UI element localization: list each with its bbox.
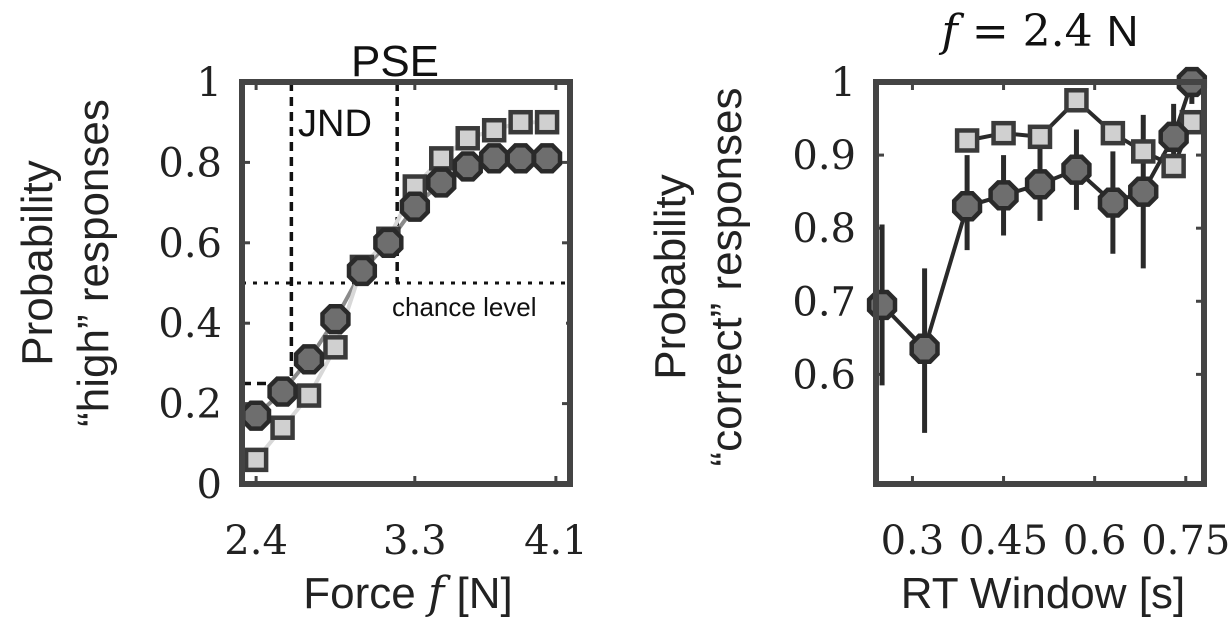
data-point-octagon — [1128, 176, 1159, 207]
data-point-octagon — [505, 143, 536, 174]
y-tick-label: 0.9 — [792, 133, 856, 179]
y-axis-label-line-1: Probability — [646, 174, 695, 379]
y-tick-label: 0.7 — [792, 279, 856, 325]
data-point-octagon — [452, 151, 483, 182]
data-point-octagon — [426, 167, 457, 198]
data-point-octagon — [1061, 154, 1092, 185]
data-point-square — [1027, 124, 1053, 150]
data-point-square — [429, 146, 454, 171]
data-point-octagon — [988, 180, 1019, 211]
y-tick-label: 1 — [197, 60, 222, 106]
data-point-octagon — [399, 191, 431, 222]
data-markers — [866, 66, 1208, 364]
y-axis-label-line-1: Probability — [13, 160, 62, 365]
data-point-square — [270, 415, 295, 440]
data-point-square — [243, 447, 269, 473]
data-point-octagon — [267, 376, 298, 407]
panel-rt-window: f = 2.4 N Probability “correct” response… — [646, 6, 1228, 618]
y-axis-label: Probability “correct” responses — [646, 87, 751, 466]
plot-area-frame — [239, 79, 573, 487]
y-tick-label: 0.8 — [792, 206, 856, 252]
data-point-octagon — [909, 333, 940, 364]
data-point-octagon — [866, 289, 898, 321]
data-point-octagon — [478, 143, 510, 174]
panel-force: PSE JND Probability “high” responses For… — [13, 37, 588, 619]
data-markers — [240, 109, 563, 473]
data-point-square — [481, 117, 507, 143]
data-point-square — [1064, 88, 1089, 113]
data-point-square — [508, 109, 533, 135]
x-tick-label: 0.3 — [881, 518, 945, 564]
x-tick-label: 2.4 — [224, 518, 288, 564]
pse-title: PSE — [351, 37, 439, 86]
y-tick-labels: 0 0.2 0.4 0.6 0.8 1 — [158, 60, 570, 508]
y-axis-label-line-2: “correct” responses — [702, 87, 751, 466]
data-point-square — [296, 383, 322, 408]
data-point-square — [1131, 139, 1156, 164]
x-tick-label: 3.3 — [383, 518, 447, 564]
y-tick-label: 0.6 — [158, 221, 222, 267]
x-tick-label: 0.6 — [1063, 518, 1127, 564]
fit-curve — [254, 156, 548, 418]
data-point-square — [1100, 120, 1126, 146]
y-tick-labels: 0.6 0.7 0.8 0.9 1 — [792, 60, 1204, 398]
data-point-octagon — [293, 344, 325, 375]
panel-title: f = 2.4 N — [939, 6, 1139, 57]
y-tick-label: 0.8 — [158, 140, 222, 186]
chance-label-group: chance level — [388, 290, 566, 326]
x-axis-label: RT Window [s] — [901, 569, 1185, 618]
data-point-octagon — [320, 303, 351, 335]
jnd-label: JND — [298, 103, 372, 145]
y-tick-label: 1 — [831, 60, 856, 106]
data-point-octagon — [1097, 187, 1129, 218]
y-tick-label: 0.2 — [158, 382, 222, 428]
data-point-square — [323, 335, 348, 360]
series-line — [880, 81, 1194, 351]
data-point-square — [534, 109, 560, 135]
chance-level-label: chance level — [392, 292, 537, 322]
data-point-octagon — [951, 191, 983, 222]
y-tick-label: 0.6 — [792, 352, 856, 398]
data-point-octagon — [240, 400, 272, 431]
y-tick-label: 0 — [197, 462, 222, 508]
y-tick-label: 0.4 — [158, 301, 222, 347]
y-axis-label-line-2: “high” responses — [69, 99, 118, 427]
x-tick-label: 0.75 — [1141, 518, 1228, 564]
x-tick-labels: 2.4 3.3 4.1 — [224, 82, 588, 564]
data-point-square — [455, 126, 480, 151]
data-point-square — [991, 120, 1016, 146]
x-tick-label: 4.1 — [524, 518, 588, 564]
data-point-octagon — [1158, 121, 1189, 153]
x-tick-labels: 0.3 0.45 0.6 0.75 — [881, 82, 1228, 564]
x-axis-label: Force f [N] — [303, 568, 512, 619]
data-point-square — [1161, 153, 1186, 179]
data-point-square — [954, 128, 980, 153]
data-point-octagon — [531, 143, 563, 174]
chance-label-bg — [388, 290, 566, 326]
x-tick-label: 0.45 — [959, 518, 1048, 564]
y-axis-label: Probability “high” responses — [13, 99, 118, 427]
data-point-octagon — [346, 255, 378, 287]
data-point-octagon — [373, 227, 404, 258]
data-point-octagon — [1024, 169, 1056, 200]
plot-area-frame — [873, 79, 1207, 487]
